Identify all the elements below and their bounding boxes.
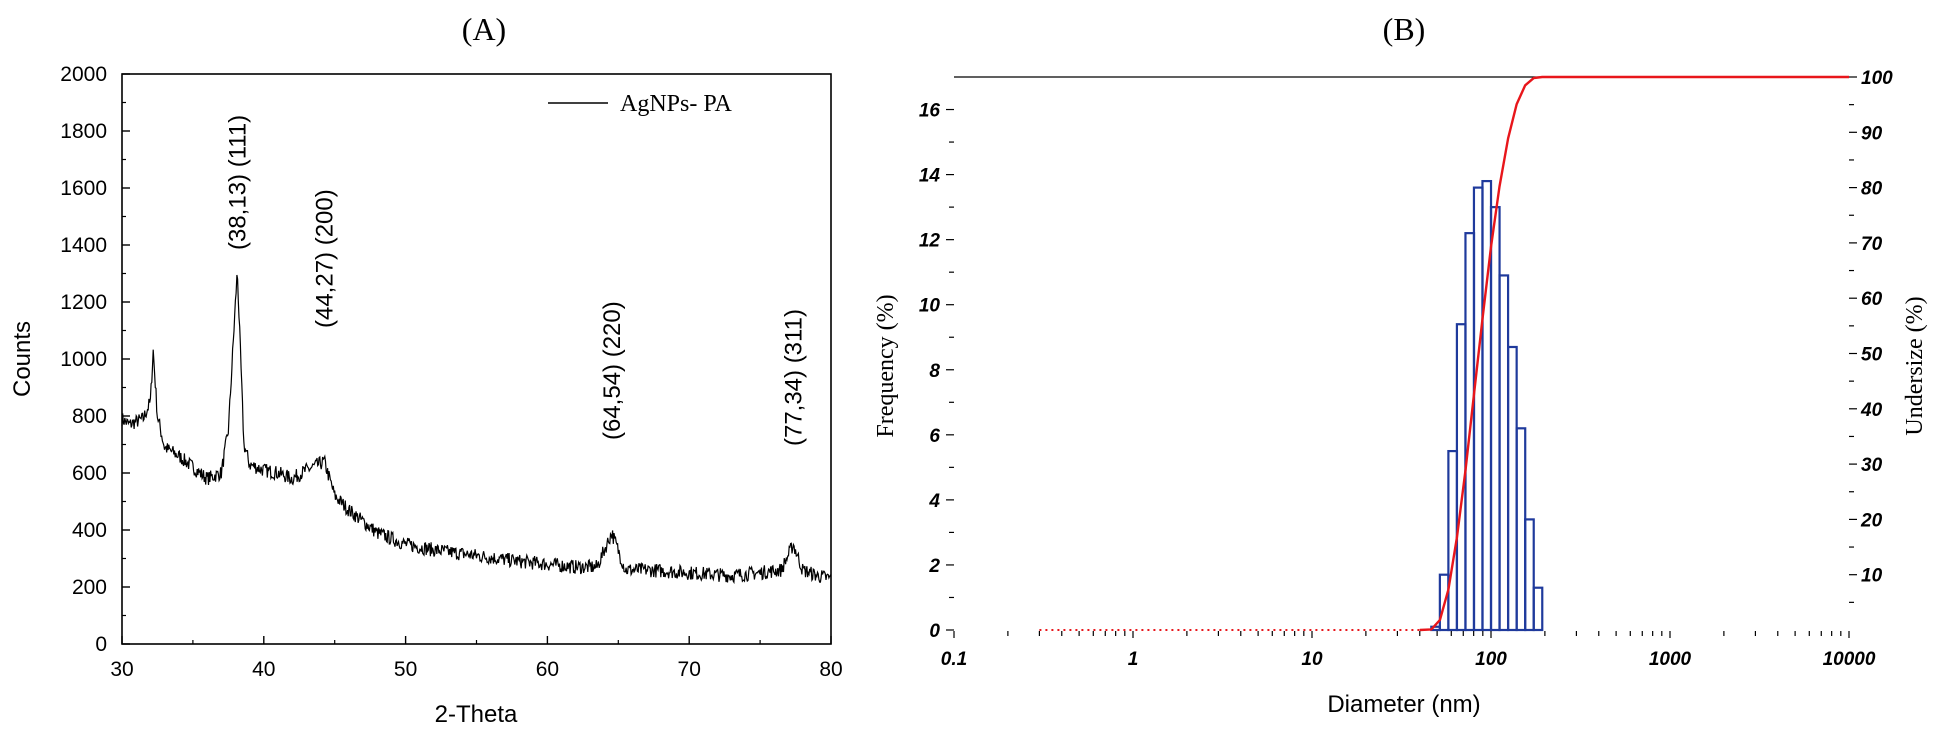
x-tick-label-a: 60 — [536, 658, 559, 681]
y2-tick-label-b: 10 — [1861, 566, 1883, 587]
y-tick-label-a: 400 — [72, 519, 107, 542]
histogram-bar — [1498, 274, 1510, 632]
y-tick-label-b: 6 — [929, 426, 940, 447]
y-tick-label-b: 0 — [929, 621, 940, 642]
x-tick-label-b: 10000 — [1823, 649, 1876, 670]
y-tick-label-a: 1800 — [60, 120, 107, 143]
x-tick-label-a: 50 — [394, 658, 417, 681]
panel-b-label: (B) — [1383, 11, 1426, 47]
x-tick-label-b: 1000 — [1649, 649, 1692, 670]
legend-label: AgNPs- PA — [620, 91, 732, 117]
y-tick-label-b: 14 — [919, 166, 941, 187]
x-axis-title-a: 2-Theta — [435, 701, 518, 728]
y2-tick-label-b: 60 — [1861, 289, 1883, 310]
size-distribution-chart: (B) 0.1 1 10 100 1000 10000 0 2 4 6 8 10 12 14 16 10 20 3… — [873, 11, 1928, 718]
x-axis-title-b: Diameter (nm) — [1327, 691, 1480, 718]
y-tick-label-a: 2000 — [60, 63, 107, 86]
x-tick-label-a: 40 — [252, 658, 275, 681]
histogram-bar — [1472, 186, 1484, 632]
y-tick-label-b: 2 — [928, 556, 940, 577]
y2-tick-label-b: 100 — [1861, 68, 1893, 89]
x-tick-label-a: 30 — [110, 658, 133, 681]
y-tick-label-b: 16 — [919, 101, 941, 122]
xrd-chart: (A) 30 40 50 60 70 80020040060080010001200140… — [9, 11, 843, 728]
y2-axis-title-b: Undersize (%) — [1902, 296, 1928, 435]
y-tick-label-a: 600 — [72, 462, 107, 485]
xrd-trace — [121, 274, 832, 585]
peak-annotation: (77,34) (311) — [780, 309, 807, 446]
y-tick-label-a: 1200 — [60, 291, 107, 314]
peak-annotation: (64,54) (220) — [599, 301, 626, 440]
histogram-bar — [1506, 345, 1518, 632]
x-tick-label-b: 10 — [1301, 649, 1323, 670]
y2-tick-label-b: 80 — [1861, 179, 1883, 200]
y2-tick-label-b: 30 — [1861, 455, 1883, 476]
x-tick-label-b: 1 — [1128, 649, 1139, 670]
y2-tick-label-b: 50 — [1861, 345, 1883, 366]
y-axis-title-a: Counts — [9, 321, 36, 397]
y2-tick-label-b: 70 — [1861, 234, 1883, 255]
y-tick-label-a: 1000 — [60, 348, 107, 371]
histogram-bar — [1532, 586, 1544, 632]
y-tick-label-a: 1600 — [60, 177, 107, 200]
x-tick-label-a: 80 — [819, 658, 842, 681]
y-tick-label-a: 200 — [72, 576, 107, 599]
y-tick-label-b: 8 — [929, 361, 940, 382]
y-tick-label-a: 1400 — [60, 234, 107, 257]
y-tick-label-b: 4 — [928, 491, 940, 512]
histogram-bar — [1524, 518, 1535, 632]
peak-annotation: (44,27) (200) — [311, 189, 338, 328]
y-axis-title-b: Frequency (%) — [873, 294, 899, 437]
histogram-bar — [1515, 427, 1527, 632]
y2-tick-label-b: 20 — [1860, 510, 1883, 531]
undersize-curve — [1419, 75, 1849, 632]
y2-tick-label-b: 90 — [1861, 123, 1883, 144]
y2-tick-label-b: 40 — [1860, 400, 1883, 421]
y-tick-label-b: 10 — [919, 296, 941, 317]
x-tick-label-b: 100 — [1475, 649, 1507, 670]
peak-annotation: (38,13) (111) — [224, 115, 251, 250]
x-tick-label-a: 70 — [678, 658, 701, 681]
x-tick-label-b: 0.1 — [941, 649, 967, 670]
panel-a-label: (A) — [462, 11, 506, 47]
histogram-bar — [1489, 206, 1501, 632]
y-tick-label-a: 800 — [72, 405, 107, 428]
y-tick-label-b: 12 — [919, 231, 941, 252]
y-tick-label-a: 0 — [95, 633, 107, 656]
